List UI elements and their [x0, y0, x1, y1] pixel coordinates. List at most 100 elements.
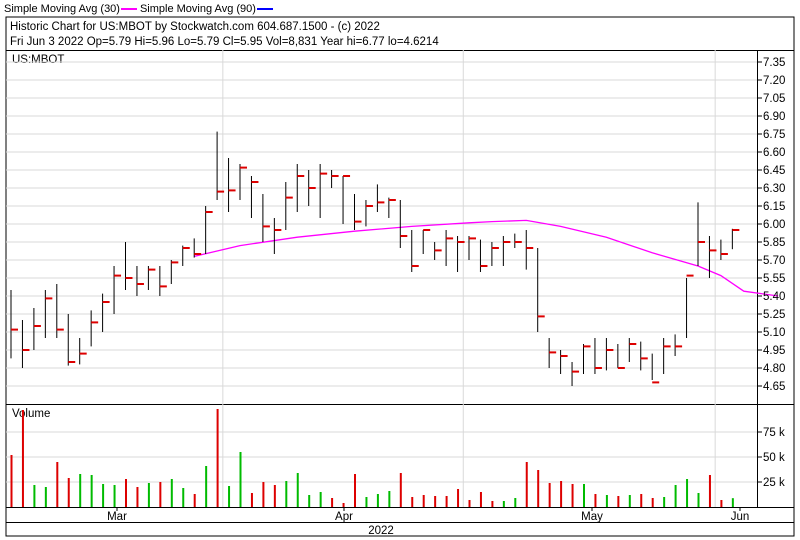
volume-bar — [434, 496, 437, 507]
volume-bar — [102, 484, 105, 507]
volume-bar — [285, 481, 288, 507]
legend-sma90-label: Simple Moving Avg (90) — [139, 3, 256, 15]
price-tick-label: 6.90 — [763, 111, 785, 123]
volume-bar — [479, 492, 482, 507]
sma30-line — [194, 219, 779, 297]
volume-bar — [90, 475, 93, 507]
x-year-label: 2022 — [368, 525, 394, 537]
legend-sma30-swatch — [120, 8, 137, 11]
volume-bar — [250, 493, 253, 507]
price-tick-label: 5.40 — [763, 291, 785, 303]
volume-bar — [205, 466, 208, 507]
volume-bar — [182, 488, 185, 507]
legend-sma90-swatch — [256, 8, 273, 11]
price-tick-label: 5.55 — [763, 273, 785, 285]
volume-bar — [228, 486, 231, 507]
volume-bar — [193, 494, 196, 507]
volume-bar — [388, 491, 391, 507]
volume-tick-label: 25 k — [763, 477, 785, 489]
volume-bar — [560, 481, 563, 507]
volume-bar — [296, 473, 299, 507]
volume-bar — [411, 497, 414, 507]
chart-frame — [5, 16, 795, 537]
volume-bar — [239, 452, 242, 507]
price-tick-label: 5.70 — [763, 255, 785, 267]
month-label: Mar — [107, 511, 127, 523]
price-tick-label: 4.95 — [763, 345, 785, 357]
volume-bar — [331, 498, 334, 507]
month-label: Jun — [731, 511, 750, 523]
volume-bar — [697, 493, 700, 507]
volume-bar — [571, 484, 574, 507]
volume-bar — [125, 479, 127, 507]
price-tick-label: 6.15 — [763, 201, 785, 213]
header-line-1: Historic Chart for US:MBOT by Stockwatch… — [10, 21, 380, 33]
price-tick-label: 6.45 — [763, 165, 785, 177]
volume-bar — [537, 470, 540, 507]
volume-bar — [399, 473, 402, 507]
price-tick-label: 5.10 — [763, 327, 785, 339]
volume-bar — [514, 498, 517, 507]
volume-bar — [365, 497, 368, 507]
volume-bar — [262, 482, 265, 507]
volume-bar — [708, 475, 711, 507]
price-tick-label: 7.20 — [763, 75, 785, 87]
volume-bar — [136, 487, 139, 507]
volume-bar — [457, 489, 460, 507]
price-tick-label: 6.00 — [763, 219, 785, 231]
price-tick-label: 6.30 — [763, 183, 785, 195]
price-tick-label: 6.75 — [763, 129, 785, 141]
volume-bar — [33, 485, 36, 507]
price-tick-label: 5.85 — [763, 237, 785, 249]
volume-bar — [354, 474, 356, 507]
volume-bar — [640, 494, 643, 507]
header-line-2: Fri Jun 3 2022 Op=5.79 Hi=5.96 Lo=5.79 C… — [10, 36, 439, 48]
volume-bar — [147, 483, 150, 507]
volume-bar — [79, 474, 82, 507]
volume-bar — [594, 494, 597, 507]
volume-bar — [674, 485, 677, 507]
volume-bar — [170, 479, 173, 507]
volume-bar — [502, 501, 505, 507]
volume-bar — [376, 494, 379, 507]
volume-bar — [216, 409, 219, 507]
volume-label: Volume — [12, 408, 50, 420]
volume-tick-label: 75 k — [763, 427, 785, 439]
price-tick-label: 6.60 — [763, 147, 785, 159]
price-tick-label: 7.05 — [763, 93, 785, 105]
price-tick-label: 4.65 — [763, 381, 785, 393]
price-tick-label: 4.80 — [763, 363, 785, 375]
volume-bar — [445, 496, 448, 507]
symbol-label: US:MBOT — [12, 54, 64, 66]
volume-bar — [583, 484, 585, 507]
volume-bar — [548, 483, 551, 507]
volume-tick-label: 50 k — [763, 452, 785, 464]
volume-bar — [273, 485, 276, 507]
volume-bar — [605, 495, 608, 507]
volume-bar — [663, 497, 666, 507]
volume-bar — [308, 495, 311, 507]
volume-bar — [342, 503, 345, 507]
legend: Simple Moving Avg (30) Simple Moving Avg … — [4, 3, 276, 15]
volume-bar — [10, 455, 13, 507]
volume-bar — [651, 498, 654, 507]
month-label: Apr — [335, 511, 353, 523]
volume-bar — [56, 462, 59, 507]
volume-bar — [686, 479, 689, 507]
volume-bar — [21, 410, 24, 507]
volume-bar — [422, 495, 425, 507]
volume-bar — [67, 478, 70, 507]
volume-bar — [525, 462, 528, 507]
volume-bar — [628, 495, 631, 507]
volume-bar — [113, 485, 116, 507]
volume-bar — [319, 492, 322, 507]
volume-bar — [491, 501, 494, 507]
volume-bar — [720, 500, 723, 507]
volume-bar — [468, 500, 471, 507]
volume-bar — [731, 498, 734, 507]
month-label: May — [581, 511, 603, 523]
legend-sma30-label: Simple Moving Avg (30) — [4, 3, 120, 15]
volume-bar — [159, 482, 162, 507]
volume-bar — [44, 487, 47, 507]
volume-bar — [617, 496, 620, 507]
